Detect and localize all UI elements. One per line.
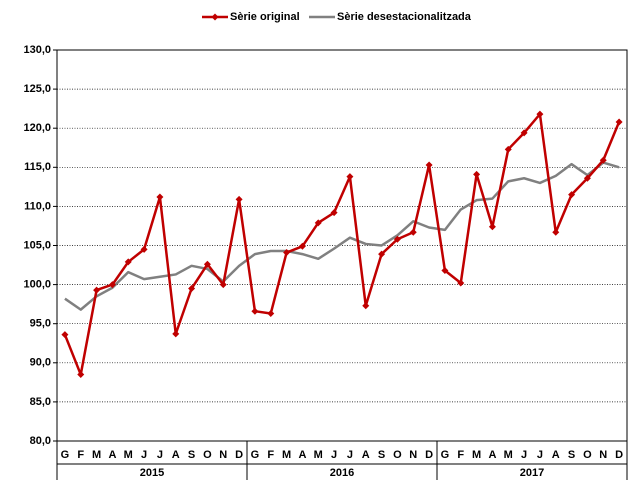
- x-tick-label: M: [472, 449, 481, 461]
- x-tick-label: A: [172, 449, 180, 461]
- point-marker: [473, 170, 481, 178]
- series-line: [63, 112, 621, 376]
- point-marker: [583, 174, 591, 182]
- y-tick-label: 105,0: [23, 239, 51, 251]
- x-tick-label: J: [331, 449, 337, 461]
- point-marker: [441, 267, 449, 275]
- x-tick-label: J: [347, 449, 353, 461]
- x-tick-label: N: [599, 449, 607, 461]
- x-tick-label: A: [298, 449, 306, 461]
- x-tick-label: N: [409, 449, 417, 461]
- point-marker: [235, 195, 243, 203]
- x-tick-label: G: [251, 449, 260, 461]
- x-tick-label: D: [425, 449, 433, 461]
- y-tick-label: 125,0: [23, 83, 51, 95]
- x-tick-label: G: [441, 449, 450, 461]
- y-tick-label: 120,0: [23, 122, 51, 134]
- y-tick-label: 80,0: [30, 435, 51, 447]
- x-tick-label: J: [141, 449, 147, 461]
- x-tick-label: M: [92, 449, 101, 461]
- y-tick-label: 115,0: [24, 161, 51, 173]
- point-marker: [552, 228, 560, 236]
- legend-label: Sèrie desestacionalitzada: [337, 11, 472, 23]
- point-marker: [599, 156, 607, 164]
- point-marker: [520, 129, 528, 137]
- y-tick-label: 85,0: [30, 396, 51, 408]
- point-marker: [251, 307, 259, 315]
- x-tick-label: D: [235, 449, 243, 461]
- point-marker: [425, 161, 433, 169]
- x-tick-label: S: [568, 449, 575, 461]
- point-marker: [93, 286, 101, 294]
- y-tick-label: 95,0: [30, 318, 51, 330]
- y-tick-label: 100,0: [23, 279, 51, 291]
- y-tick-label: 110,0: [24, 200, 51, 212]
- year-label: 2015: [140, 467, 164, 479]
- point-marker: [108, 281, 116, 289]
- point-marker: [393, 235, 401, 243]
- x-tick-label: M: [314, 449, 323, 461]
- x-tick-label: O: [393, 449, 402, 461]
- x-tick-label: F: [267, 449, 274, 461]
- point-marker: [188, 285, 196, 293]
- point-marker: [362, 302, 370, 310]
- point-marker: [298, 242, 306, 250]
- point-marker: [615, 118, 623, 126]
- point-marker: [536, 110, 544, 118]
- point-marker: [61, 331, 69, 339]
- point-marker: [457, 279, 465, 287]
- point-marker: [378, 250, 386, 258]
- x-tick-label: O: [583, 449, 592, 461]
- x-tick-label: S: [378, 449, 385, 461]
- x-tick-label: F: [77, 449, 84, 461]
- x-tick-label: A: [108, 449, 116, 461]
- point-marker: [77, 371, 85, 379]
- point-marker: [568, 191, 576, 199]
- plot-border: [56, 49, 628, 442]
- x-tick-label: N: [219, 449, 227, 461]
- x-tick-label: G: [61, 449, 70, 461]
- legend-label: Sèrie original: [230, 11, 300, 23]
- point-marker: [267, 310, 275, 318]
- series-line: [64, 161, 620, 311]
- x-tick-label: J: [157, 449, 163, 461]
- point-marker: [172, 330, 180, 338]
- y-tick-label: 130,0: [23, 44, 51, 56]
- year-label: 2017: [520, 467, 544, 479]
- point-marker: [124, 258, 132, 266]
- legend-marker: [211, 13, 219, 21]
- x-tick-label: O: [203, 449, 212, 461]
- point-marker: [283, 249, 291, 257]
- x-tick-label: A: [488, 449, 496, 461]
- point-marker: [203, 260, 211, 268]
- x-tick-label: M: [282, 449, 291, 461]
- x-tick-label: S: [188, 449, 195, 461]
- point-marker: [219, 281, 227, 289]
- x-tick-label: J: [521, 449, 527, 461]
- point-marker: [156, 193, 164, 201]
- point-marker: [314, 219, 322, 227]
- x-tick-label: F: [457, 449, 464, 461]
- x-tick-label: D: [615, 449, 623, 461]
- point-marker: [409, 228, 417, 236]
- x-tick-label: A: [552, 449, 560, 461]
- x-tick-label: M: [124, 449, 133, 461]
- x-tick-label: A: [362, 449, 370, 461]
- point-marker: [346, 173, 354, 181]
- year-label: 2016: [330, 467, 354, 479]
- x-tick-label: J: [537, 449, 543, 461]
- point-marker: [330, 209, 338, 217]
- x-tick-label: M: [504, 449, 513, 461]
- point-marker: [488, 223, 496, 231]
- y-tick-label: 90,0: [30, 357, 51, 369]
- point-marker: [140, 245, 148, 253]
- point-marker: [504, 145, 512, 153]
